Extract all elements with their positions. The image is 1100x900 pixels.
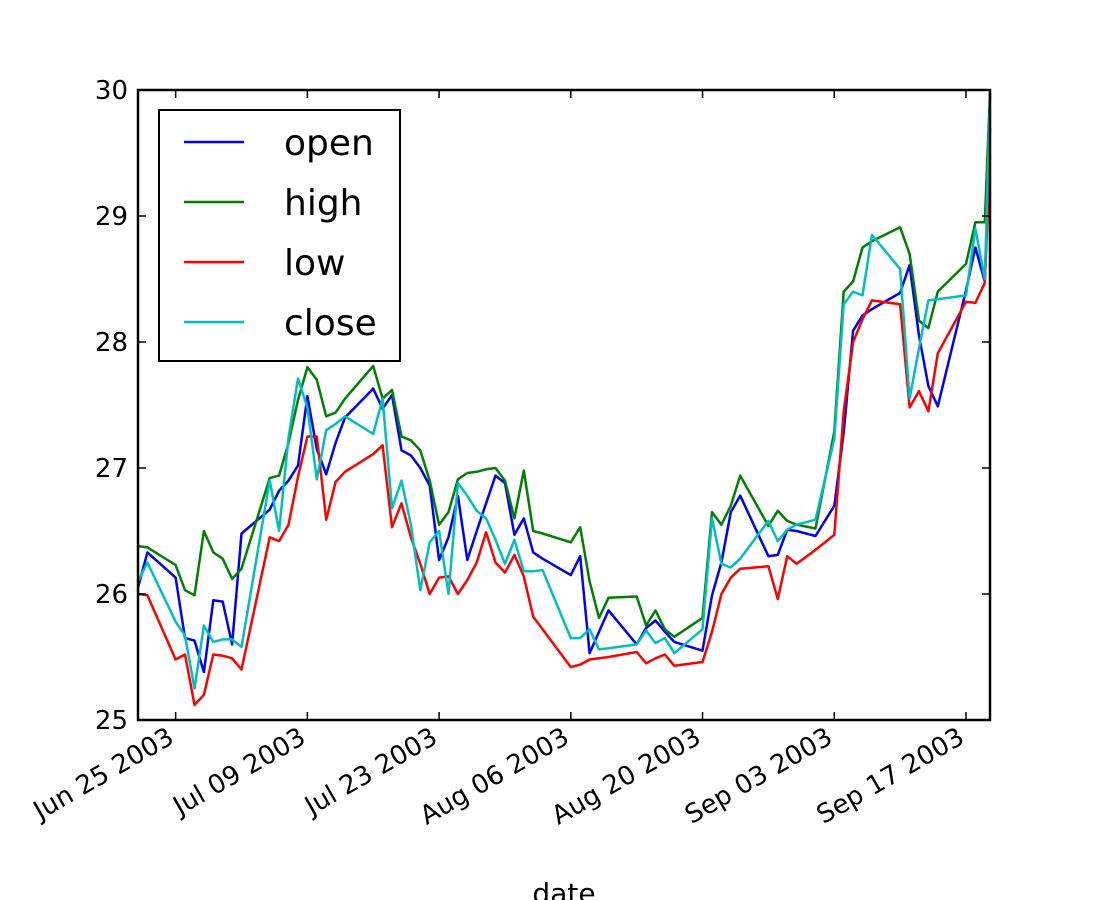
- legend: open high low close: [158, 109, 401, 362]
- y-tick-label: 26: [95, 580, 128, 610]
- y-tick-label: 30: [95, 76, 128, 106]
- legend-label-low: low: [284, 243, 345, 284]
- series-line-close: [136, 96, 992, 690]
- x-axis-label: date: [532, 877, 595, 900]
- legend-label-close: close: [284, 303, 377, 344]
- y-tick-label: 28: [95, 328, 128, 358]
- y-tick-label: 25: [95, 706, 128, 736]
- legend-label-open: open: [284, 123, 374, 164]
- y-tick-label: 29: [95, 202, 128, 232]
- plot-area: [136, 92, 992, 707]
- series-line-open: [136, 127, 992, 674]
- plot-frame: [136, 88, 992, 722]
- legend-label-high: high: [284, 183, 363, 224]
- series-line-low: [137, 155, 992, 707]
- legend-box: [158, 109, 401, 362]
- y-tick-label: 27: [95, 454, 128, 484]
